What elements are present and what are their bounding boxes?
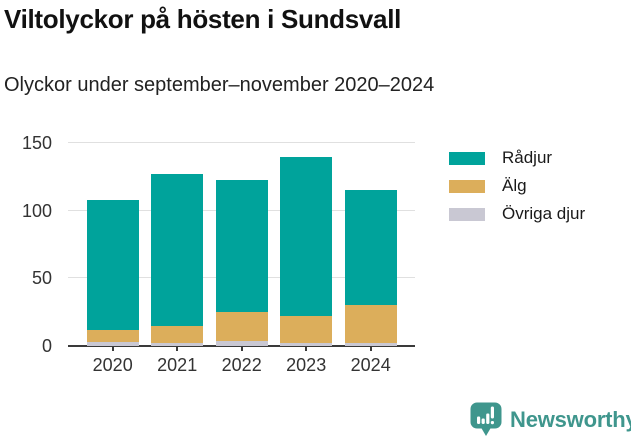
bar-2024 (344, 190, 397, 346)
bar-segment-2022 (215, 340, 268, 346)
legend-item: Älg (449, 172, 585, 200)
x-tick-2020 (111, 346, 114, 351)
x-tick-2021 (176, 346, 179, 351)
x-tick-label-2022: 2022 (221, 355, 262, 375)
x-tick-label-2024: 2024 (350, 355, 391, 375)
bar-segment-2020 (86, 199, 139, 330)
bar-segment-2020 (86, 341, 139, 346)
bar-segment-2024 (344, 305, 397, 344)
bar-segment-2022 (215, 179, 268, 313)
newsworthy-bubble-icon (470, 402, 502, 436)
y-tick-label-50: 50 (31, 268, 52, 289)
bar-segment-2022 (215, 312, 268, 341)
legend-swatch (449, 179, 485, 193)
y-axis-labels: 0 50 100 150 (0, 133, 52, 356)
y-tick-label-100: 100 (21, 200, 52, 221)
x-tick-2022 (240, 346, 243, 351)
chart-title: Viltolyckor på hösten i Sundsvall (4, 4, 402, 34)
legend-item: Övriga djur (449, 200, 585, 228)
chart-subtitle: Olyckor under september–november 2020–20… (4, 74, 435, 96)
bar-segment-2024 (344, 343, 397, 346)
x-tick-2023 (305, 346, 308, 351)
y-tick-label-150: 150 (21, 133, 52, 153)
bar-2022 (215, 179, 268, 346)
bar-segment-2023 (280, 343, 333, 346)
legend-label: Rådjur (502, 148, 553, 167)
x-tick-2024 (369, 346, 372, 351)
x-tick-label-2020: 2020 (92, 355, 133, 375)
newsworthy-logo: Newsworthy (470, 402, 631, 437)
brand-name: Newsworthy (510, 406, 631, 432)
plot-area: 2020 2021 2022 2023 2024 (68, 142, 415, 375)
y-tick-label-0: 0 (41, 336, 52, 356)
legend-label: Övriga djur (502, 204, 586, 223)
bar-2023 (280, 156, 333, 346)
bar-segment-2024 (344, 190, 397, 306)
gridline-150 (68, 142, 415, 143)
legend-label: Älg (502, 176, 527, 195)
bar-segment-2023 (280, 156, 333, 317)
bar-segment-2021 (151, 325, 204, 344)
bar-2020 (86, 199, 139, 346)
legend-swatch (449, 151, 485, 165)
x-tick-label-2021: 2021 (157, 355, 198, 375)
bar-segment-2020 (86, 329, 139, 342)
bar-segment-2023 (280, 316, 333, 344)
legend-swatch (449, 207, 485, 221)
bar-2021 (151, 174, 204, 346)
x-tick-label-2023: 2023 (286, 355, 327, 375)
legend: Rådjur Älg Övriga djur (449, 144, 585, 228)
bar-segment-2021 (151, 174, 204, 326)
bar-segment-2021 (151, 343, 204, 346)
legend-item: Rådjur (449, 144, 585, 172)
